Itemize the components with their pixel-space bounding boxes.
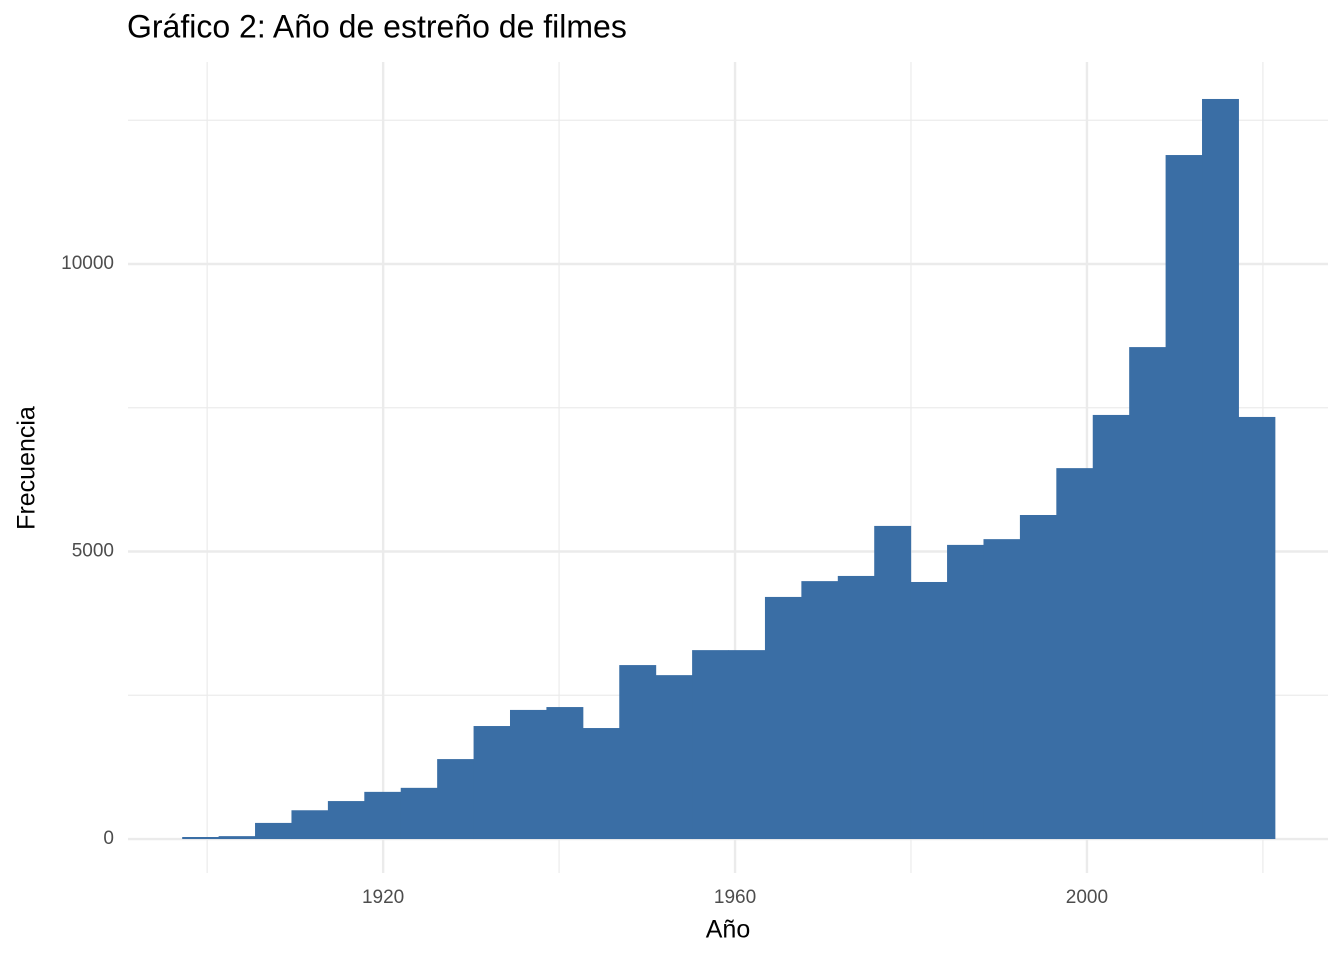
bar — [947, 544, 984, 840]
bar — [910, 581, 948, 840]
bar — [655, 675, 693, 840]
bar — [764, 596, 802, 840]
bar — [364, 791, 402, 840]
bar — [1092, 414, 1130, 840]
bar — [983, 539, 1021, 840]
x-tick-label: 1920 — [362, 887, 404, 908]
bar — [1165, 155, 1203, 840]
bar — [801, 581, 839, 840]
bar — [509, 709, 547, 840]
y-tick-label: 5000 — [72, 541, 114, 562]
bar — [1019, 514, 1057, 840]
bar — [182, 837, 220, 840]
x-tick-label: 2000 — [1066, 887, 1108, 908]
chart-title: Gráfico 2: Año de estreño de filmes — [127, 8, 627, 44]
bar — [1056, 468, 1094, 840]
bar — [291, 810, 329, 840]
y-tick-label: 10000 — [61, 253, 114, 274]
bar — [582, 728, 620, 840]
y-tick-label: 0 — [103, 828, 114, 849]
y-axis-label: Frecuencia — [13, 406, 41, 530]
bar — [473, 726, 511, 840]
bar — [218, 836, 256, 840]
x-tick-label: 1960 — [714, 887, 756, 908]
bar — [327, 801, 365, 840]
bar — [692, 650, 730, 840]
bar — [874, 525, 912, 840]
bar — [1129, 347, 1167, 840]
bar — [728, 650, 766, 840]
bar — [1202, 98, 1239, 840]
bar — [437, 759, 475, 840]
bar — [1238, 416, 1276, 840]
bar — [255, 822, 292, 840]
bar — [546, 707, 584, 840]
x-axis-label: Año — [706, 916, 750, 944]
bar — [837, 575, 875, 840]
bar — [400, 787, 438, 840]
bar — [619, 665, 657, 840]
